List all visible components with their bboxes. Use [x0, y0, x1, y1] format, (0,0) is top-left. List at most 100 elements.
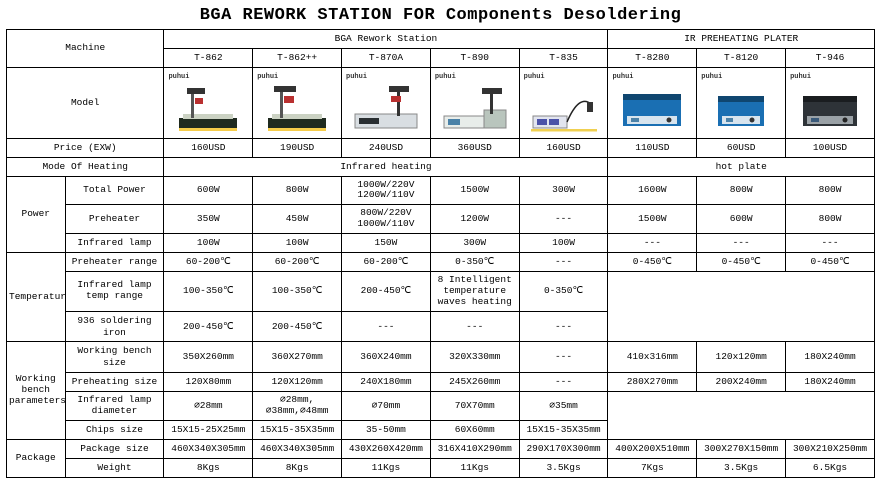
- row-label: 936 soldering iron: [65, 311, 164, 342]
- cell: 160USD: [164, 138, 253, 157]
- cell: ---: [342, 311, 431, 342]
- product-image-t862: puhui: [164, 67, 253, 138]
- group-package: Package: [7, 439, 66, 477]
- cell: 350W: [164, 205, 253, 234]
- cell-empty: [608, 392, 875, 440]
- cell: 360USD: [430, 138, 519, 157]
- model-name: T-946: [786, 48, 875, 67]
- table-row: Package Package size 460X340X305mm 460X3…: [7, 439, 875, 458]
- table-row: Weight 8Kgs 8Kgs 11Kgs 11Kgs 3.5Kgs 7Kgs…: [7, 458, 875, 477]
- brand-label: puhui: [255, 73, 278, 82]
- header-group-ir: IR PREHEATING PLATER: [608, 30, 875, 49]
- row-label: Package size: [65, 439, 164, 458]
- cell: 300X270X150mm: [697, 439, 786, 458]
- cell: 180X240mm: [786, 373, 875, 392]
- cell: ∅28mm, ∅38mm,∅48mm: [253, 392, 342, 421]
- cell: 800W: [786, 205, 875, 234]
- cell: ---: [697, 234, 786, 253]
- cell: 280X270mm: [608, 373, 697, 392]
- cell: 200-450℃: [164, 311, 253, 342]
- cell: 460X340X305mm: [253, 439, 342, 458]
- cell: 100W: [253, 234, 342, 253]
- cell: 3.5Kgs: [697, 458, 786, 477]
- row-label: Total Power: [65, 176, 164, 205]
- row-label: Preheating size: [65, 373, 164, 392]
- cell: 200X240mm: [697, 373, 786, 392]
- cell: 600W: [697, 205, 786, 234]
- cell-empty: [608, 271, 875, 342]
- cell: 60-200℃: [342, 253, 431, 272]
- cell: 0-350℃: [519, 271, 608, 311]
- row-label: Infrared lamp diameter: [65, 392, 164, 421]
- cell: 160USD: [519, 138, 608, 157]
- cell: 15X15-25X25mm: [164, 420, 253, 439]
- table-row: Infrared lamp diameter ∅28mm ∅28mm, ∅38m…: [7, 392, 875, 421]
- brand-label: puhui: [166, 73, 189, 82]
- cell: ∅70mm: [342, 392, 431, 421]
- cell: 430X260X420mm: [342, 439, 431, 458]
- cell: 800W: [697, 176, 786, 205]
- cell: 240USD: [342, 138, 431, 157]
- cell: 450W: [253, 205, 342, 234]
- cell: 8 Intelligent temperature waves heating: [430, 271, 519, 311]
- cell: 0-450℃: [697, 253, 786, 272]
- model-name: T-8120: [697, 48, 786, 67]
- model-name: T-835: [519, 48, 608, 67]
- cell: 70X70mm: [430, 392, 519, 421]
- product-image-t946: puhui: [786, 67, 875, 138]
- brand-label: puhui: [699, 73, 722, 82]
- cell: ---: [519, 205, 608, 234]
- cell: ∅35mm: [519, 392, 608, 421]
- product-image-t835: puhui: [519, 67, 608, 138]
- cell: 3.5Kgs: [519, 458, 608, 477]
- header-machine: Machine: [7, 30, 164, 68]
- cell: ---: [519, 311, 608, 342]
- cell: 800W: [253, 176, 342, 205]
- cell: 150W: [342, 234, 431, 253]
- cell: 316X410X290mm: [430, 439, 519, 458]
- cell: 200-450℃: [253, 311, 342, 342]
- cell: 800W/220V 1000W/110V: [342, 205, 431, 234]
- model-name: T-862++: [253, 48, 342, 67]
- table-row: Preheating size 120X80mm 120X120mm 240X1…: [7, 373, 875, 392]
- brand-label: puhui: [433, 73, 456, 82]
- brand-label: puhui: [610, 73, 633, 82]
- cell: 0-350℃: [430, 253, 519, 272]
- cell: 460X340X305mm: [164, 439, 253, 458]
- cell: 100-350℃: [253, 271, 342, 311]
- table-row: Price (EXW) 160USD 190USD 240USD 360USD …: [7, 138, 875, 157]
- cell: 300X210X250mm: [786, 439, 875, 458]
- cell: 350X260mm: [164, 342, 253, 373]
- cell: 1000W/220V 1200W/110V: [342, 176, 431, 205]
- cell: 0-450℃: [786, 253, 875, 272]
- table-row: Mode Of Heating Infrared heating hot pla…: [7, 157, 875, 176]
- cell: 110USD: [608, 138, 697, 157]
- cell: 1500W: [430, 176, 519, 205]
- cell: 290X170X300mm: [519, 439, 608, 458]
- cell: 11Kgs: [430, 458, 519, 477]
- table-row: Power Total Power 600W 800W 1000W/220V 1…: [7, 176, 875, 205]
- product-image-t890: puhui: [430, 67, 519, 138]
- cell: 410x316mm: [608, 342, 697, 373]
- group-temperature: Temperature: [7, 253, 66, 342]
- model-name: T-870A: [342, 48, 431, 67]
- table-row: Model puhui puhui: [7, 67, 875, 138]
- row-label: Infrared lamp temp range: [65, 271, 164, 311]
- row-label: Weight: [65, 458, 164, 477]
- product-image-t8280: puhui: [608, 67, 697, 138]
- cell: ---: [519, 342, 608, 373]
- cell: 120X120mm: [253, 373, 342, 392]
- cell: 6.5Kgs: [786, 458, 875, 477]
- cell: 8Kgs: [164, 458, 253, 477]
- cell: 15X15-35X35mm: [519, 420, 608, 439]
- cell: 60USD: [697, 138, 786, 157]
- table-row: Working bench parameters Working bench s…: [7, 342, 875, 373]
- cell: ---: [519, 253, 608, 272]
- table-row: Preheater 350W 450W 800W/220V 1000W/110V…: [7, 205, 875, 234]
- cell: 35-50mm: [342, 420, 431, 439]
- cell: 400X200X510mm: [608, 439, 697, 458]
- row-label-price: Price (EXW): [7, 138, 164, 157]
- cell: 1500W: [608, 205, 697, 234]
- brand-label: puhui: [344, 73, 367, 82]
- row-label: Preheater range: [65, 253, 164, 272]
